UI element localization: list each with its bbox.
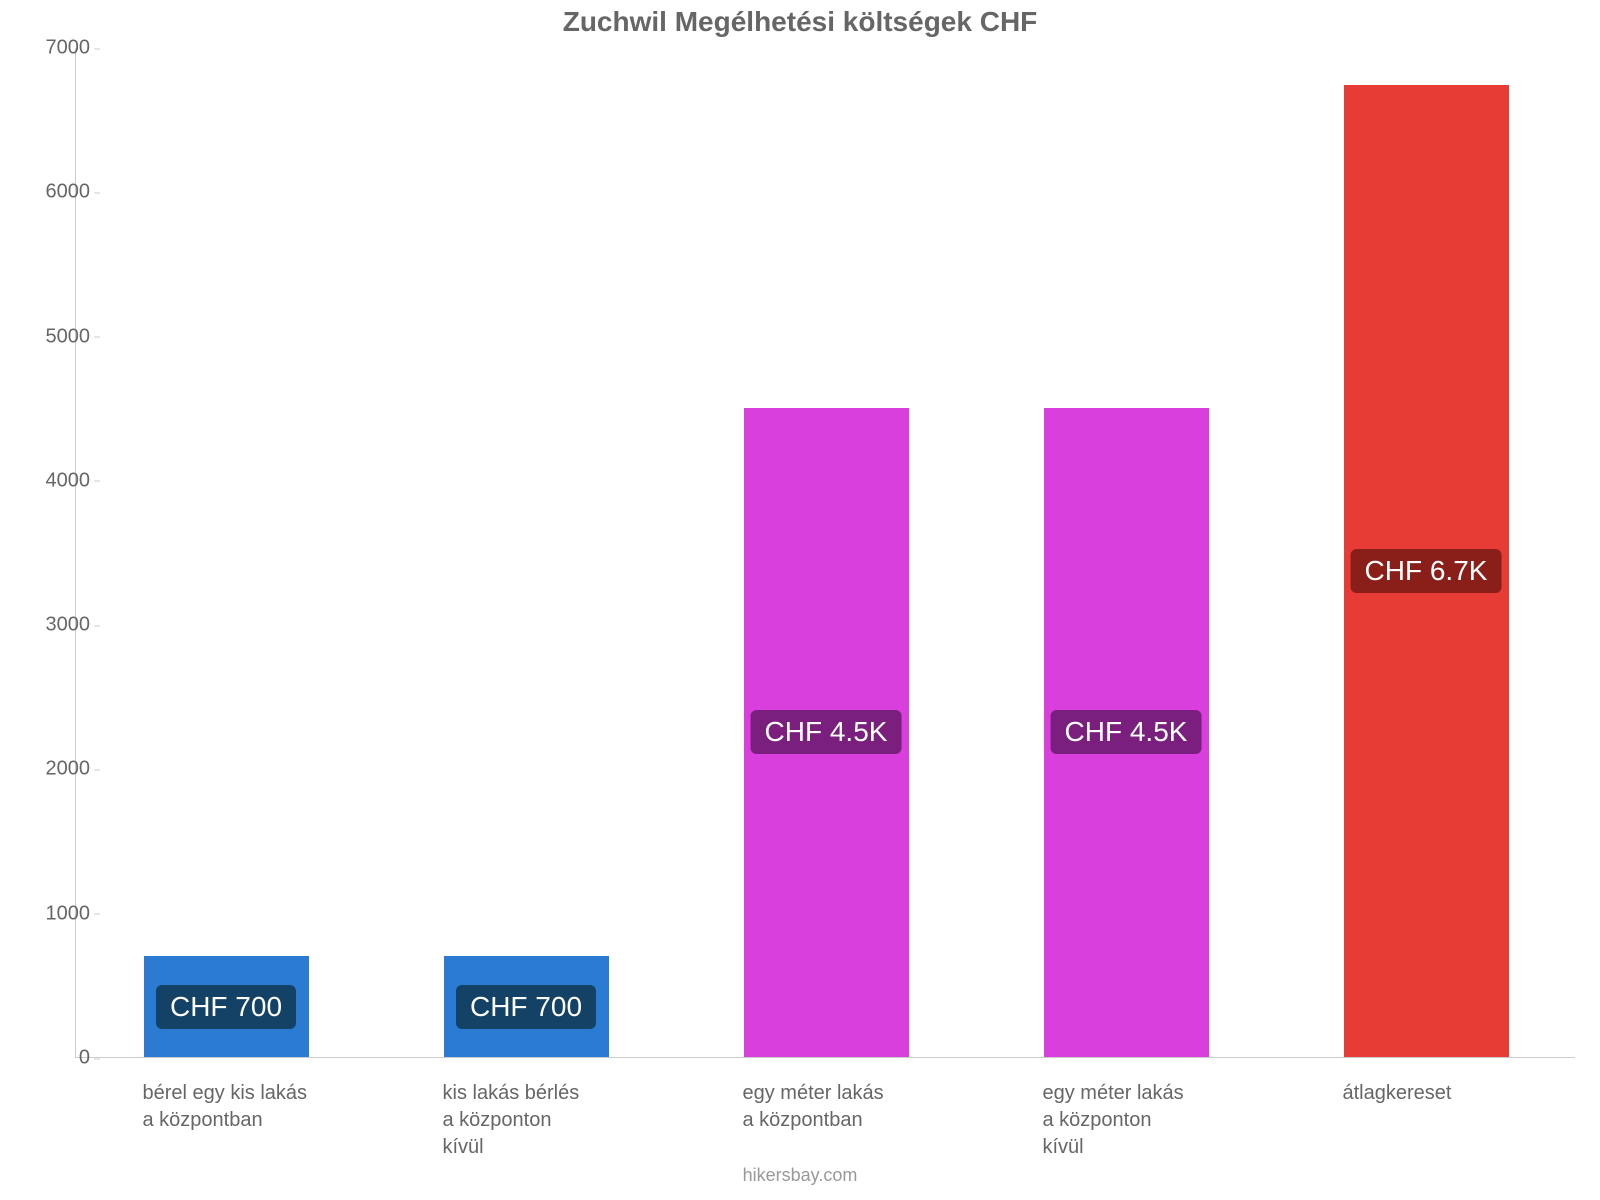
y-tick-label: 5000 bbox=[10, 325, 90, 348]
x-category-label: átlagkereset bbox=[1343, 1080, 1548, 1107]
x-category-label: egy méter lakás a központban bbox=[743, 1080, 948, 1134]
y-tick-label: 6000 bbox=[10, 181, 90, 204]
x-category-label: egy méter lakás a központon kívül bbox=[1043, 1080, 1248, 1161]
bar-value-label: CHF 6.7K bbox=[1351, 549, 1502, 593]
x-category-label: bérel egy kis lakás a központban bbox=[143, 1080, 348, 1134]
bar-value-label: CHF 4.5K bbox=[1051, 710, 1202, 754]
y-tick-label: 1000 bbox=[10, 902, 90, 925]
x-category-label: kis lakás bérlés a központon kívül bbox=[443, 1080, 648, 1161]
bar-value-label: CHF 700 bbox=[156, 985, 296, 1029]
y-tick-label: 0 bbox=[10, 1047, 90, 1070]
y-tick-label: 7000 bbox=[10, 37, 90, 60]
y-tick-label: 2000 bbox=[10, 758, 90, 781]
y-tick-label: 4000 bbox=[10, 469, 90, 492]
bar-value-label: CHF 700 bbox=[456, 985, 596, 1029]
chart-container: Zuchwil Megélhetési költségek CHF CHF 70… bbox=[0, 0, 1600, 1200]
chart-footer: hikersbay.com bbox=[0, 1165, 1600, 1186]
y-tick-label: 3000 bbox=[10, 614, 90, 637]
chart-title: Zuchwil Megélhetési költségek CHF bbox=[0, 6, 1600, 38]
bar-value-label: CHF 4.5K bbox=[751, 710, 902, 754]
plot-area: CHF 700 CHF 700 CHF 4.5K CHF 4.5K CHF 6.7K bbox=[75, 48, 1575, 1058]
